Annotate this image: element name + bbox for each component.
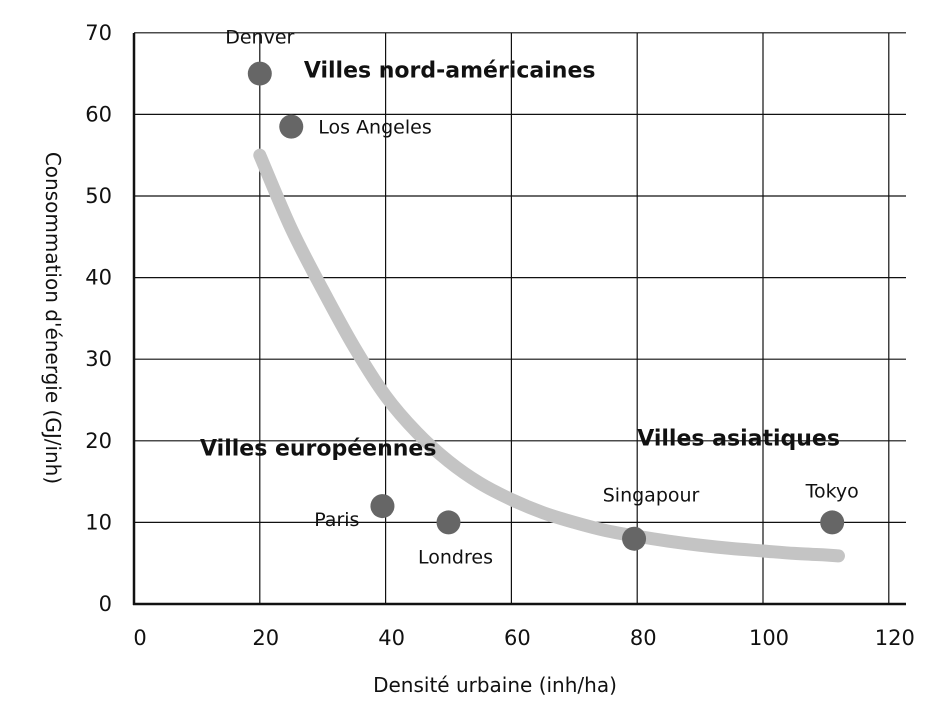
x-tick-label: 40 [378,626,405,650]
point-paris [370,494,395,519]
group-annotations: Villes nord-américaines Villes européenne… [200,59,840,462]
y-tick-label: 20 [85,429,112,453]
x-tick-label: 0 [133,626,146,650]
point-label-los-angeles: Los Angeles [318,117,431,139]
grid-lines [134,32,906,604]
x-tick-label: 60 [504,626,531,650]
point-label-tokyo: Tokyo [805,480,859,502]
x-tick-label: 120 [875,626,915,650]
x-tick-labels: 0 20 40 60 80 100 120 [133,626,915,650]
point-label-paris: Paris [314,509,359,531]
point-londres [436,510,461,535]
point-label-londres: Londres [418,546,493,568]
y-tick-label: 50 [85,184,112,208]
x-axis-title: Densité urbaine (inh/ha) [373,673,617,697]
x-tick-label: 20 [252,626,279,650]
trend-line-group [253,148,845,563]
annotation-villes-asiatiques: Villes asiatiques [637,427,840,452]
y-tick-label: 60 [85,102,112,126]
y-tick-label: 40 [85,266,112,290]
axes [132,33,906,606]
data-points: Denver Los Angeles Paris Londres Singapour To… [225,27,859,569]
y-tick-label: 70 [85,21,112,45]
y-tick-labels: 0 10 20 30 40 50 60 70 [85,21,112,616]
point-singapour [622,526,647,551]
point-denver [247,61,272,86]
y-tick-label: 30 [85,347,112,371]
x-tick-label: 100 [749,626,789,650]
y-axis-title: Consommation d'énergie (GJ/inh) [41,152,65,484]
trend-curve [253,148,845,563]
y-tick-label: 10 [85,510,112,534]
annotation-villes-nord-am-ricaines: Villes nord-américaines [304,59,596,84]
y-tick-label: 0 [99,592,112,616]
point-los-angeles [279,114,304,139]
point-label-denver: Denver [225,27,294,49]
annotation-villes-europ-ennes: Villes européennes [200,436,436,461]
x-tick-label: 80 [630,626,657,650]
point-tokyo [820,510,845,535]
point-label-singapour: Singapour [603,485,700,507]
